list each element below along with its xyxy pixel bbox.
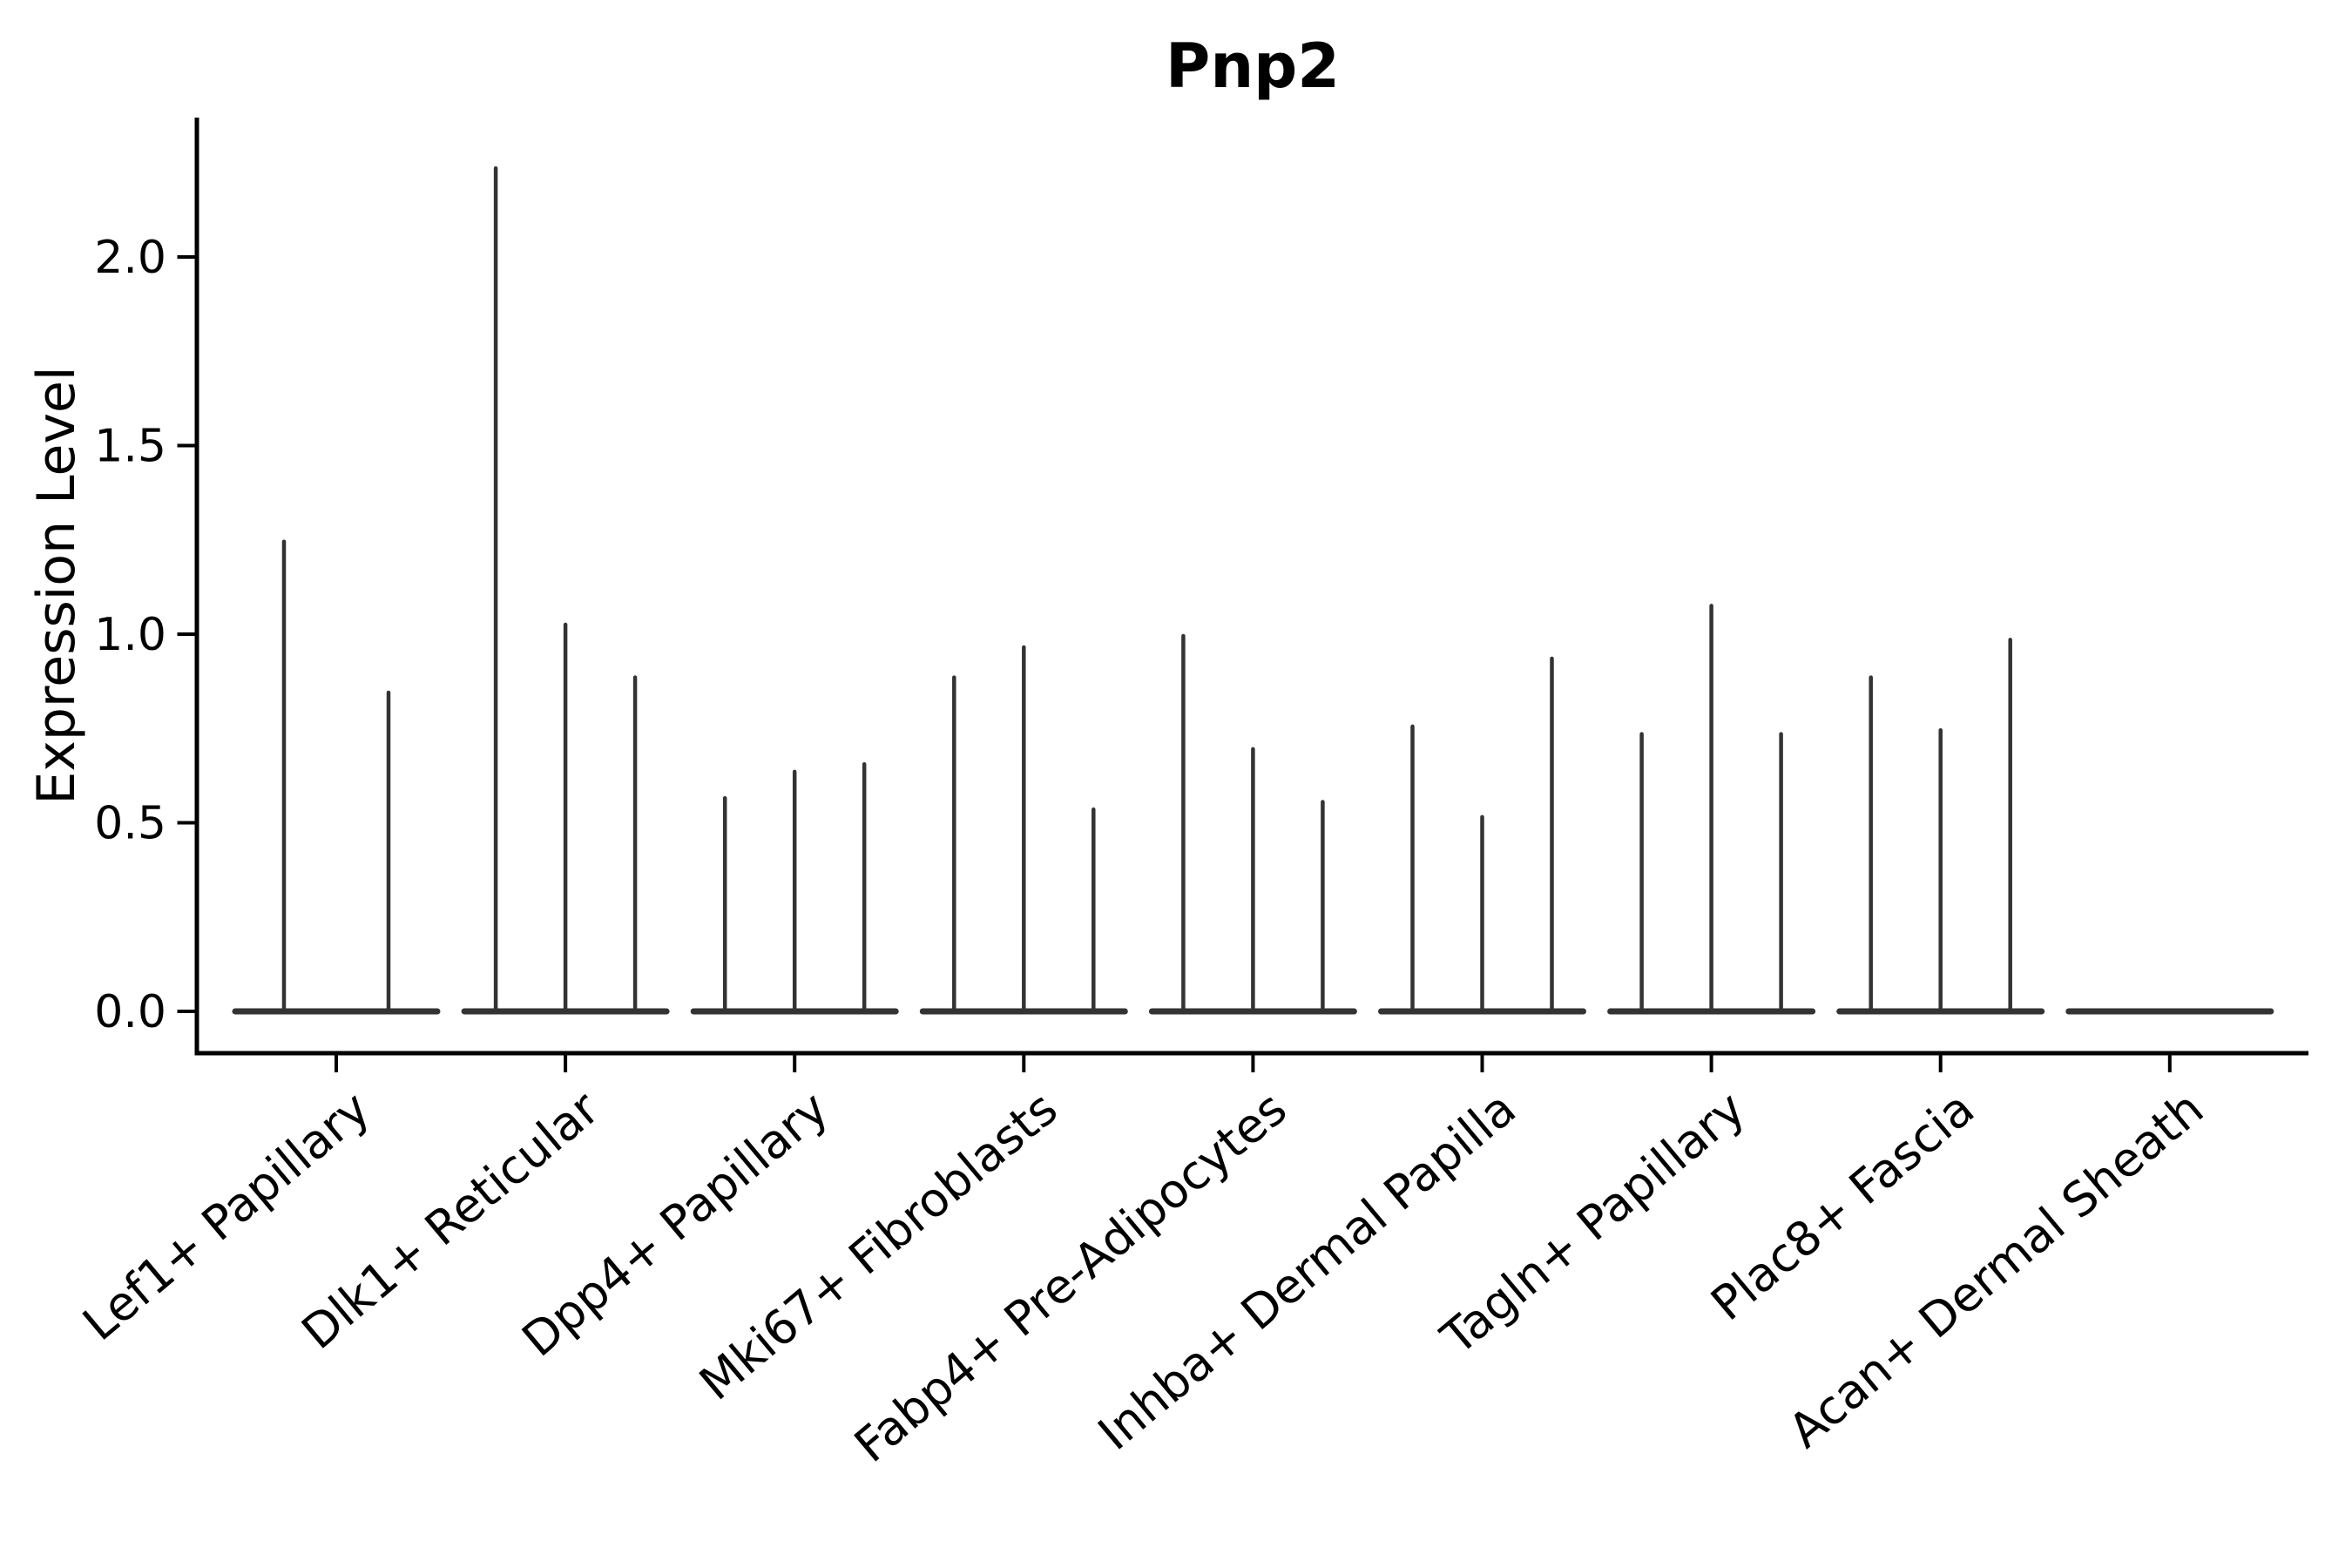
x-category-label: Fabp4+ Pre-Adipocytes — [844, 1081, 1297, 1473]
y-tick-label: 1.5 — [94, 421, 166, 473]
y-tick-label: 2.0 — [94, 232, 166, 284]
x-category-label: Inhba+ Dermal Papilla — [1088, 1081, 1526, 1461]
y-tick-label: 0.5 — [94, 798, 166, 850]
y-axis-label: Expression Level — [26, 366, 87, 804]
y-tick-label: 0.0 — [94, 986, 166, 1038]
y-tick-label: 1.0 — [94, 609, 166, 661]
x-category-label: Acan+ Dermal Sheath — [1778, 1081, 2213, 1459]
chart-title: Pnp2 — [1166, 30, 1340, 102]
